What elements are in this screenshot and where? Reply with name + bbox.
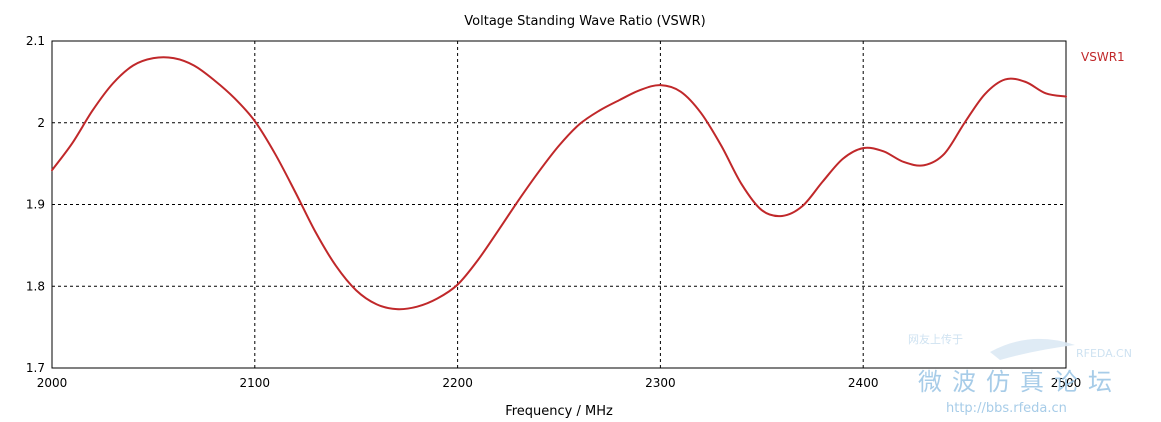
- x-tick-label: 2300: [645, 376, 676, 390]
- x-axis-tick-labels: 2000 2100 2200 2300 2400 2500: [37, 376, 1082, 390]
- legend: VSWR1: [1081, 50, 1125, 64]
- watermark-url: http://bbs.rfeda.cn: [946, 401, 1067, 416]
- y-tick-label: 1.8: [26, 279, 45, 293]
- x-axis-title: Frequency / MHz: [505, 404, 613, 419]
- y-tick-label: 1.9: [26, 198, 45, 212]
- series-layer: [51, 56, 1067, 311]
- y-tick-label: 2.1: [26, 34, 45, 48]
- grid-lines: [52, 41, 1066, 368]
- y-axis-tick-labels: 1.7 1.8 1.9 2 2.1: [26, 34, 45, 375]
- watermark-logo: 网友上传于 RFEDA.CN 微波仿真论坛 http://bbs.rfeda.c…: [908, 332, 1132, 416]
- x-tick-label: 2500: [1051, 376, 1082, 390]
- watermark-wing-icon: [990, 338, 1075, 360]
- x-tick-label: 2000: [37, 376, 68, 390]
- x-tick-label: 2200: [442, 376, 473, 390]
- y-tick-label: 1.7: [26, 361, 45, 375]
- series-line-vswr1: [51, 56, 1067, 311]
- watermark-forum-name: 微波仿真论坛: [918, 368, 1122, 396]
- legend-entry: VSWR1: [1081, 50, 1125, 64]
- x-tick-label: 2100: [240, 376, 271, 390]
- x-tick-label: 2400: [848, 376, 879, 390]
- chart-title: Voltage Standing Wave Ratio (VSWR): [464, 14, 705, 29]
- y-tick-label: 2: [37, 116, 45, 130]
- watermark-brand: RFEDA.CN: [1076, 347, 1132, 360]
- watermark-tagline: 网友上传于: [908, 332, 963, 346]
